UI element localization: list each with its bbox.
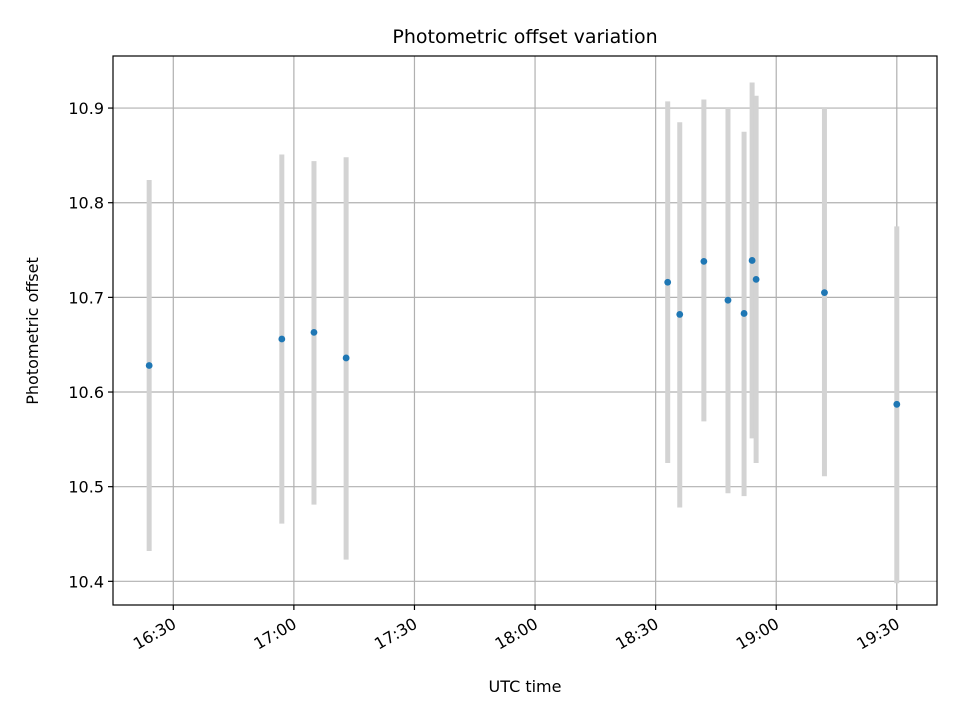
plot-frame xyxy=(112,55,938,606)
y-tick-label: 10.5 xyxy=(68,478,104,497)
data-point xyxy=(893,400,901,408)
data-point xyxy=(310,328,318,336)
y-tick-label: 10.8 xyxy=(68,194,104,213)
data-point xyxy=(748,257,756,264)
data-point xyxy=(752,275,760,283)
data-point xyxy=(278,335,286,343)
data-point xyxy=(724,296,732,304)
y-tick-label: 10.7 xyxy=(68,288,104,307)
data-point xyxy=(664,278,672,286)
data-point xyxy=(740,310,748,317)
x-axis-label: UTC time xyxy=(489,677,562,696)
x-tick-label: 19:30 xyxy=(853,614,902,654)
data-point xyxy=(700,258,708,265)
y-axis-ticks: 10.4 10.5 10.6 10.7 10.8 10.9 xyxy=(68,99,113,591)
x-tick-label: 17:00 xyxy=(250,614,299,654)
data-point xyxy=(342,354,350,362)
x-tick-label: 16:30 xyxy=(130,614,179,654)
y-axis-label: Photometric offset xyxy=(23,257,42,405)
chart-title: Photometric offset variation xyxy=(392,26,657,48)
x-tick-label: 18:00 xyxy=(492,614,541,654)
data-point xyxy=(821,289,828,297)
data-point xyxy=(145,362,153,369)
x-axis-ticks: 16:30 17:00 17:30 18:00 18:30 19:00 19:30 xyxy=(130,605,903,654)
data-point xyxy=(676,311,684,318)
y-tick-label: 10.9 xyxy=(68,99,104,118)
y-tick-label: 10.6 xyxy=(68,383,104,402)
y-tick-label: 10.4 xyxy=(68,572,104,591)
error-bars xyxy=(146,82,900,584)
x-tick-label: 18:30 xyxy=(612,614,661,654)
grid xyxy=(113,56,937,605)
data-points xyxy=(145,257,901,408)
x-tick-label: 19:00 xyxy=(733,614,782,654)
x-tick-label: 17:30 xyxy=(371,614,420,654)
